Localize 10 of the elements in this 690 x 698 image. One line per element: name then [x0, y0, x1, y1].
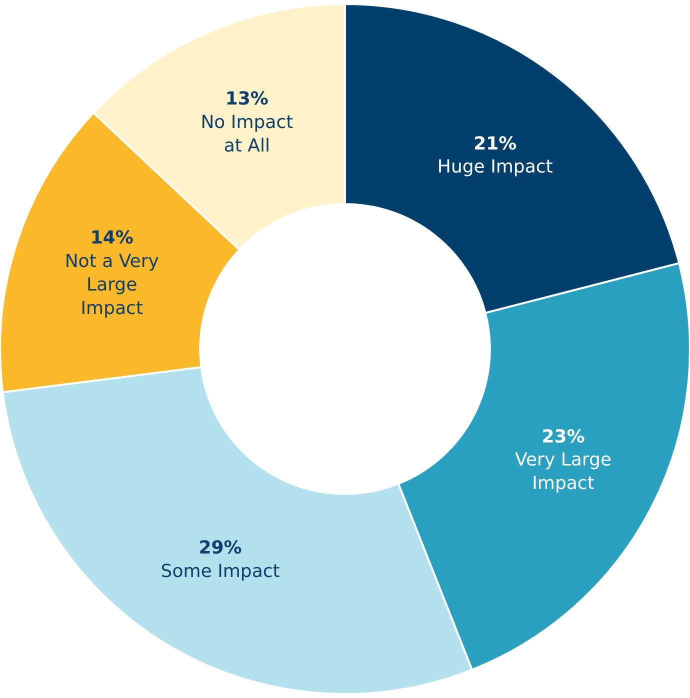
data-label: 14% — [90, 228, 134, 249]
slice-label: Not a Very Large Impact — [64, 251, 160, 319]
data-label: 23% — [542, 426, 585, 448]
slice-label: Some Impact — [160, 561, 280, 582]
data-label: 13% — [225, 88, 268, 110]
data-label: 29% — [198, 538, 242, 559]
data-label: 21% — [474, 133, 517, 154]
slice-label: No Impact at All — [200, 112, 294, 156]
slice-label: Very Large Impact — [515, 450, 612, 494]
slice-label: Huge Impact — [437, 156, 553, 178]
